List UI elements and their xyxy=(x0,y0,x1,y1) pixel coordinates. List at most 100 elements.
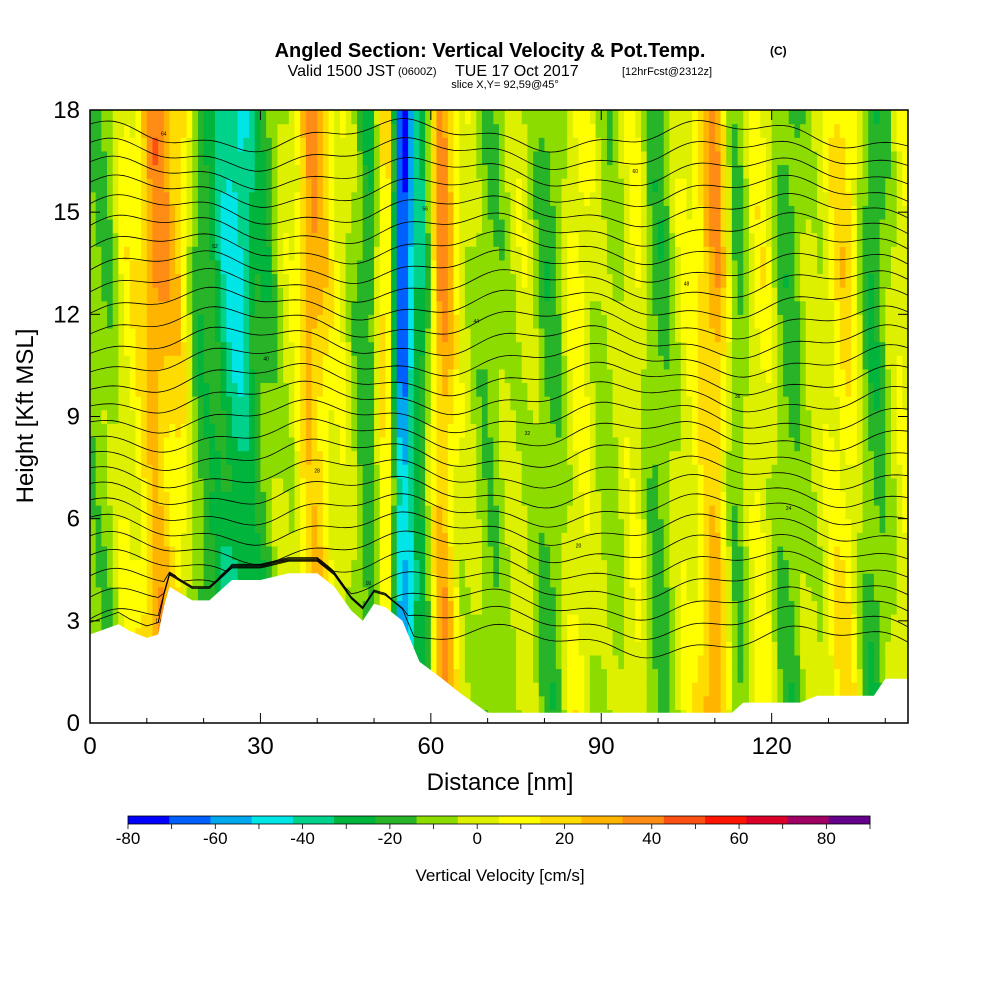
velocity-cell xyxy=(322,436,330,452)
velocity-cell xyxy=(516,327,523,343)
velocity-cell xyxy=(300,436,307,452)
velocity-cell xyxy=(487,600,494,615)
velocity-cell xyxy=(527,532,534,547)
velocity-cell xyxy=(436,218,443,234)
velocity-cell xyxy=(618,259,625,275)
velocity-cell xyxy=(186,178,193,193)
velocity-cell xyxy=(300,532,307,547)
velocity-cell xyxy=(538,477,546,493)
velocity-cell xyxy=(351,327,358,343)
velocity-cell xyxy=(118,287,125,302)
velocity-cell xyxy=(158,573,165,588)
velocity-cell xyxy=(442,545,449,561)
velocity-cell xyxy=(516,396,523,411)
velocity-cell xyxy=(322,178,330,193)
velocity-cell xyxy=(237,436,244,452)
velocity-cell xyxy=(635,450,642,465)
velocity-cell xyxy=(419,150,426,166)
velocity-cell xyxy=(135,259,142,275)
velocity-cell xyxy=(436,164,443,179)
velocity-cell xyxy=(652,218,659,234)
velocity-cell xyxy=(175,314,182,329)
velocity-cell xyxy=(538,491,546,506)
velocity-cell xyxy=(487,491,494,506)
velocity-cell xyxy=(95,436,102,452)
velocity-cell xyxy=(419,423,426,438)
velocity-cell xyxy=(686,123,693,138)
velocity-cell xyxy=(589,586,597,601)
velocity-cell xyxy=(646,137,653,152)
chart-title: Angled Section: Vertical Velocity & Pot.… xyxy=(275,40,706,62)
velocity-cell xyxy=(356,300,364,315)
velocity-cell xyxy=(345,287,352,302)
velocity-cell xyxy=(680,232,688,247)
velocity-cell xyxy=(413,627,421,642)
velocity-cell xyxy=(95,518,102,533)
velocity-cell xyxy=(510,382,517,397)
velocity-cell xyxy=(334,559,341,574)
velocity-cell xyxy=(589,314,597,329)
velocity-cell xyxy=(533,464,540,479)
velocity-cell xyxy=(124,586,131,601)
velocity-cell xyxy=(220,559,227,574)
velocity-cell xyxy=(175,505,182,520)
velocity-cell xyxy=(271,532,279,547)
velocity-cell xyxy=(413,464,421,479)
velocity-cell xyxy=(158,123,165,138)
velocity-cell xyxy=(425,368,432,384)
velocity-cell xyxy=(538,178,546,193)
velocity-cell xyxy=(669,505,676,520)
velocity-cell xyxy=(419,205,426,220)
velocity-cell xyxy=(646,110,653,125)
velocity-cell xyxy=(118,573,125,588)
velocity-cell xyxy=(658,614,665,629)
velocity-cell xyxy=(589,382,597,397)
velocity-cell xyxy=(345,382,352,397)
velocity-cell xyxy=(430,164,438,179)
velocity-cell xyxy=(470,287,477,302)
velocity-cell xyxy=(453,396,460,411)
velocity-cell xyxy=(578,137,585,152)
velocity-cell xyxy=(447,355,455,370)
velocity-cell xyxy=(430,191,438,206)
velocity-cell xyxy=(646,259,653,275)
velocity-cell xyxy=(300,259,307,275)
velocity-cell xyxy=(481,327,489,343)
velocity-cell xyxy=(606,695,614,710)
velocity-cell xyxy=(237,545,244,561)
velocity-cell xyxy=(249,218,256,234)
velocity-cell xyxy=(129,396,137,411)
velocity-cell xyxy=(124,164,131,179)
velocity-cell xyxy=(419,191,426,206)
velocity-cell xyxy=(618,178,625,193)
velocity-cell xyxy=(385,218,392,234)
velocity-cell xyxy=(510,614,517,629)
velocity-cell xyxy=(572,586,580,601)
velocity-cell xyxy=(271,491,279,506)
velocity-cell xyxy=(686,218,693,234)
velocity-cell xyxy=(186,205,193,220)
velocity-cell xyxy=(408,600,415,615)
velocity-cell xyxy=(118,436,125,452)
velocity-cell xyxy=(567,191,574,206)
velocity-cell xyxy=(572,682,580,697)
velocity-cell xyxy=(152,396,159,411)
velocity-cell xyxy=(544,218,551,234)
velocity-cell xyxy=(663,600,671,615)
velocity-cell xyxy=(533,641,540,656)
velocity-cell xyxy=(305,559,313,574)
velocity-cell xyxy=(107,150,114,166)
velocity-cell xyxy=(493,314,500,329)
velocity-cell xyxy=(476,518,483,533)
velocity-cell xyxy=(675,641,682,656)
velocity-cell xyxy=(442,178,449,193)
velocity-cell xyxy=(680,246,688,261)
velocity-cell xyxy=(351,532,358,547)
velocity-cell xyxy=(476,586,483,601)
velocity-cell xyxy=(442,505,449,520)
velocity-cell xyxy=(470,191,477,206)
velocity-cell xyxy=(118,559,125,574)
velocity-cell xyxy=(459,668,466,683)
velocity-cell xyxy=(697,423,705,438)
velocity-cell xyxy=(322,355,330,370)
